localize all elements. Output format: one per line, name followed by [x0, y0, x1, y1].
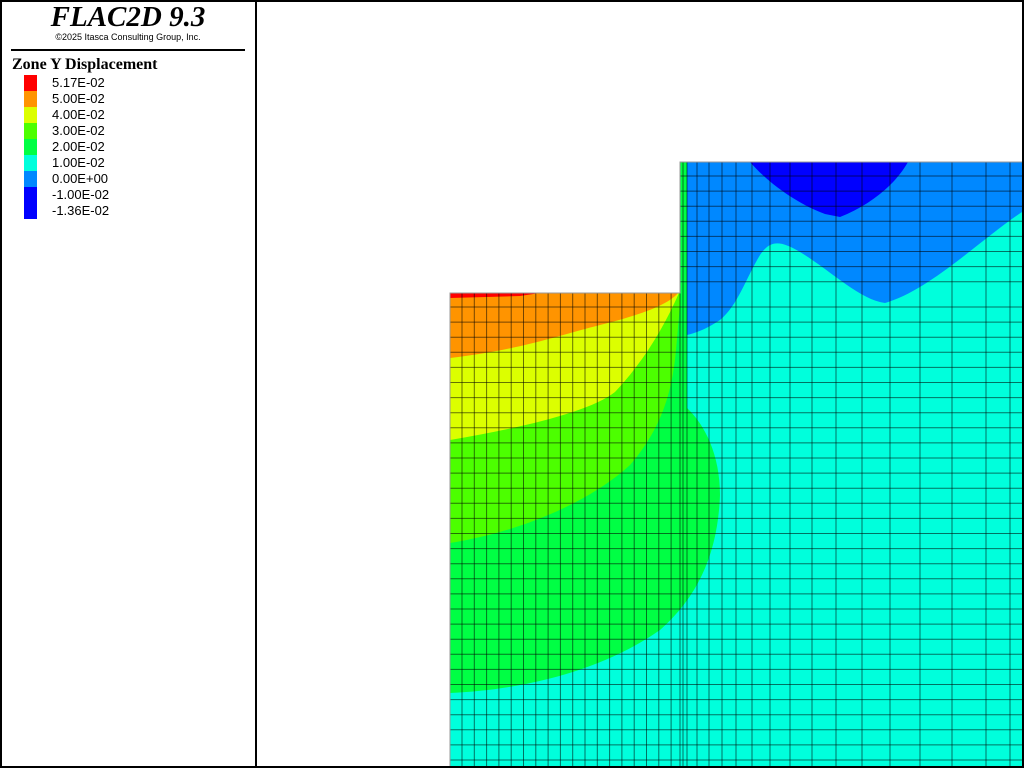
- copyright: ©2025 Itasca Consulting Group, Inc.: [55, 32, 201, 42]
- legend-value: -1.36E-02: [52, 203, 110, 218]
- legend-swatch: [24, 91, 37, 107]
- legend-value: 2.00E-02: [52, 139, 105, 154]
- mesh-grid: [450, 162, 1022, 766]
- legend-value: 3.00E-02: [52, 123, 105, 138]
- legend-value: 5.00E-02: [52, 91, 105, 106]
- legend-swatch: [24, 123, 37, 139]
- divider: [11, 49, 245, 51]
- legend-swatch: [24, 187, 37, 203]
- legend-value: 0.00E+00: [52, 171, 109, 186]
- legend-swatch: [24, 203, 37, 219]
- contour-band-red: [450, 293, 540, 298]
- legend-swatch: [24, 107, 37, 123]
- legend-value: -1.00E-02: [52, 187, 110, 202]
- legend-value: 1.00E-02: [52, 155, 105, 170]
- app-title: FLAC2D 9.3: [50, 1, 206, 33]
- legend-panel: FLAC2D 9.3 ©2025 Itasca Consulting Group…: [0, 0, 257, 766]
- legend-swatch: [24, 139, 37, 155]
- domain-outline: [449, 161, 1022, 766]
- contour-band-blue: [687, 162, 1022, 335]
- legend-swatch: [24, 155, 37, 171]
- legend-value: 5.17E-02: [52, 75, 105, 90]
- legend-swatch: [24, 75, 37, 91]
- legend-value: 4.00E-02: [52, 107, 105, 122]
- legend-swatch: [24, 171, 37, 187]
- legend-title: Zone Y Displacement: [12, 56, 158, 73]
